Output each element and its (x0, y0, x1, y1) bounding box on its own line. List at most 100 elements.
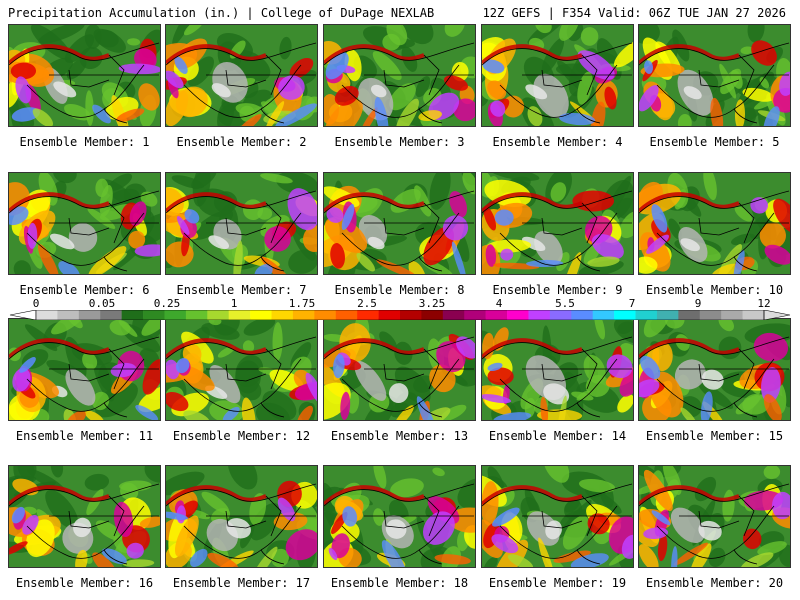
precip-map (482, 25, 633, 126)
ensemble-member-panel (323, 318, 476, 421)
legend-tick-label: 4 (495, 297, 503, 310)
precip-map (324, 173, 475, 274)
ensemble-member-caption: Ensemble Member: 10 (645, 283, 784, 297)
ensemble-member-panel (638, 465, 791, 568)
ensemble-member-panel (638, 318, 791, 421)
legend-min-arrow (9, 310, 37, 320)
ensemble-member-caption: Ensemble Member: 14 (488, 429, 627, 443)
ensemble-member-panel (481, 318, 634, 421)
ensemble-member-panel (323, 465, 476, 568)
ensemble-member-caption: Ensemble Member: 16 (15, 576, 154, 590)
legend-swatch (143, 310, 165, 320)
legend-swatch (400, 310, 422, 320)
precip-map (482, 319, 633, 420)
model-run-info: 12Z GEFS | F354 Valid: 06Z TUE JAN 27 20… (482, 6, 786, 20)
ensemble-member-panel (8, 465, 161, 568)
legend-swatch (228, 310, 251, 320)
legend-swatch (464, 310, 486, 320)
legend-tick-label: 0.25 (153, 297, 181, 310)
legend-swatch (335, 310, 358, 320)
legend-tick-label: 3.25 (418, 297, 446, 310)
precip-map (639, 25, 790, 126)
ensemble-member-caption: Ensemble Member: 18 (330, 576, 469, 590)
ensemble-member-panel (8, 172, 161, 275)
precip-map (9, 173, 160, 274)
precip-map (482, 173, 633, 274)
precip-map (639, 466, 790, 567)
legend-swatch (592, 310, 615, 320)
legend-swatch (292, 310, 315, 320)
legend-swatch (742, 310, 765, 320)
legend-tick-label: 1 (230, 297, 238, 310)
legend-swatch (271, 310, 294, 320)
ensemble-member-panel (481, 465, 634, 568)
precip-map (166, 466, 317, 567)
ensemble-member-caption: Ensemble Member: 2 (176, 135, 307, 149)
precip-map (324, 25, 475, 126)
legend-color-bar (9, 310, 791, 320)
ensemble-member-caption: Ensemble Member: 5 (649, 135, 780, 149)
ensemble-member-panel (165, 24, 318, 127)
legend-swatch (507, 310, 529, 320)
legend-swatch (100, 310, 122, 320)
precip-map (9, 466, 160, 567)
legend-max-arrow (763, 310, 791, 320)
legend-tick-label: 2.5 (357, 297, 377, 310)
precip-map (324, 319, 475, 420)
legend-tick-label: 0.05 (88, 297, 116, 310)
ensemble-member-caption: Ensemble Member: 15 (645, 429, 784, 443)
legend-swatch (656, 310, 679, 320)
ensemble-member-panel (481, 24, 634, 127)
legend-outline (35, 310, 765, 320)
legend-tick-label: 1.75 (288, 297, 316, 310)
legend-swatch (571, 310, 594, 320)
legend-swatch (442, 310, 465, 320)
ensemble-member-caption: Ensemble Member: 11 (15, 429, 154, 443)
legend-swatch (250, 310, 272, 320)
map-title: Precipitation Accumulation (in.) | Colle… (8, 6, 435, 20)
legend-swatch (36, 310, 58, 320)
ensemble-member-caption: Ensemble Member: 17 (172, 576, 311, 590)
ensemble-member-caption: Ensemble Member: 8 (334, 283, 465, 297)
ensemble-member-panel (323, 24, 476, 127)
legend-swatch (528, 310, 551, 320)
ensemble-member-panel (638, 24, 791, 127)
precip-map (9, 319, 160, 420)
ensemble-member-caption: Ensemble Member: 4 (492, 135, 623, 149)
precip-map (482, 466, 633, 567)
precip-map (639, 173, 790, 274)
legend-swatch (678, 310, 701, 320)
legend-swatch (164, 310, 187, 320)
ensemble-member-panel (481, 172, 634, 275)
legend-swatch (421, 310, 444, 320)
legend-swatch (485, 310, 508, 320)
legend-swatch (614, 310, 636, 320)
legend-tick-label: 7 (628, 297, 636, 310)
ensemble-member-panel (323, 172, 476, 275)
legend-swatch (699, 310, 722, 320)
legend-tick-label: 0 (32, 297, 40, 310)
precip-map (639, 319, 790, 420)
ensemble-member-panel (165, 172, 318, 275)
legend-swatch (121, 310, 144, 320)
ensemble-member-panel (8, 318, 161, 421)
legend-swatch (78, 310, 101, 320)
legend-swatch (314, 310, 337, 320)
legend-tick-label: 12 (757, 297, 771, 310)
ensemble-member-caption: Ensemble Member: 12 (172, 429, 311, 443)
ensemble-member-panel (165, 465, 318, 568)
legend-swatch (57, 310, 80, 320)
legend-swatch (185, 310, 208, 320)
ensemble-member-caption: Ensemble Member: 20 (645, 576, 784, 590)
ensemble-member-panel (8, 24, 161, 127)
ensemble-member-caption: Ensemble Member: 9 (492, 283, 623, 297)
precip-map (166, 173, 317, 274)
ensemble-member-caption: Ensemble Member: 19 (488, 576, 627, 590)
precip-map (324, 466, 475, 567)
precip-map (166, 319, 317, 420)
legend-swatch (549, 310, 572, 320)
legend-tick-label: 9 (694, 297, 702, 310)
legend-swatch (635, 310, 658, 320)
legend-tick-label: 5.5 (555, 297, 575, 310)
ensemble-member-caption: Ensemble Member: 6 (19, 283, 150, 297)
